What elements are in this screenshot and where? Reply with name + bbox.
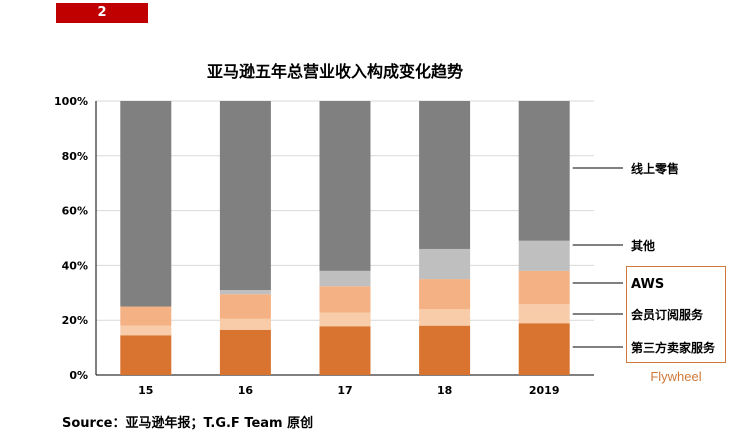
y-tick-label: 100% <box>54 95 88 108</box>
bar-segment <box>219 318 271 330</box>
legend-label: 线上零售 <box>631 161 679 176</box>
x-tick-label: 16 <box>238 384 254 397</box>
bar-segment <box>319 286 371 313</box>
y-tick-label: 40% <box>62 259 88 272</box>
bar-segment <box>120 325 172 336</box>
y-tick-label: 0% <box>69 369 88 382</box>
bar-segment <box>419 101 471 249</box>
bar-segment <box>419 325 471 375</box>
bar-segment <box>219 329 271 375</box>
bar-segment <box>120 335 172 375</box>
bar-segment <box>518 101 570 241</box>
source-note: Source：亚马逊年报；T.G.F Team 原创 <box>62 416 314 431</box>
bar-segment <box>518 240 570 271</box>
bar-segment <box>419 248 471 280</box>
bar-segment <box>319 312 371 327</box>
x-tick-label: 17 <box>337 384 352 397</box>
x-tick-label: 2019 <box>529 384 560 397</box>
bar-segment <box>319 101 371 271</box>
legend-label: 其他 <box>631 238 655 253</box>
page-badge: 2 <box>56 3 148 23</box>
bar-segment <box>518 323 570 375</box>
chart-title: 亚马逊五年总营业收入构成变化趋势 <box>206 62 463 81</box>
y-tick-label: 20% <box>62 314 88 327</box>
legend-label: 会员订阅服务 <box>631 307 704 322</box>
bar-segment <box>319 326 371 375</box>
legend-label: 第三方卖家服务 <box>631 340 716 355</box>
flywheel-label: Flywheel <box>650 369 702 384</box>
x-tick-label: 15 <box>138 384 153 397</box>
bar-segment <box>518 304 570 324</box>
flywheel-box <box>626 266 726 363</box>
bar-segment <box>419 279 471 310</box>
bar-segment <box>219 294 271 319</box>
bar-segment <box>120 306 172 326</box>
bar-segment <box>518 270 570 305</box>
bar-segment <box>419 309 471 326</box>
y-tick-label: 60% <box>62 205 88 218</box>
bar-segment <box>219 290 271 295</box>
bar-segment <box>120 101 172 307</box>
y-tick-label: 80% <box>62 150 88 163</box>
bar-segment <box>319 270 371 287</box>
x-tick-label: 18 <box>437 384 452 397</box>
legend-label: AWS <box>631 277 664 292</box>
bar-segment <box>219 101 271 291</box>
